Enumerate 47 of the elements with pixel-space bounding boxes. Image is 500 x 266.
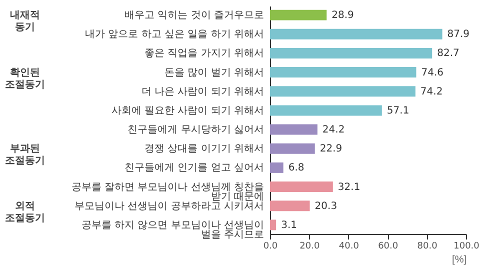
data-label: 74.2 — [420, 86, 443, 98]
data-label: 20.3 — [314, 200, 338, 212]
text: 부과된 조절동기 — [5, 144, 45, 167]
data-label: 32.1 — [338, 182, 360, 193]
data-label: 74.6 — [421, 67, 444, 78]
x-tick-label: 0.0 — [263, 242, 278, 252]
data-label: 24.2 — [322, 124, 345, 136]
bar — [270, 124, 318, 135]
y-tick-label: 공부를 잘하면 부모님이나 선생님께 칭찬을 받기 때문에 — [71, 182, 264, 202]
x-tick-label: 40.0 — [338, 242, 360, 252]
bar — [270, 182, 333, 192]
bar — [270, 67, 416, 78]
x-tick-label: 60.0 — [378, 242, 398, 252]
x-axis-title: [%] — [452, 254, 467, 266]
y-tick-label: 돈을 많이 벌기 위해서 — [164, 67, 264, 78]
data-label: 82.7 — [437, 48, 460, 60]
x-tick-label: 20.0 — [300, 242, 320, 252]
bar — [270, 162, 284, 173]
y-tick-label: 더 나은 사람이 되기 위해서 — [141, 86, 264, 98]
x-tick-label: 80.0 — [417, 242, 438, 252]
y-tick-label: 친구들에게 무시당하기 싫어서 — [128, 124, 264, 136]
bar — [270, 200, 310, 212]
y-tick-label: 배우고 익히는 것이 즐거우므로 — [124, 10, 264, 22]
bar — [270, 86, 416, 97]
y-tick-label: 사회에 필요한 사람이 되기 위해서 — [111, 105, 264, 116]
data-label: 6.8 — [288, 162, 304, 174]
bar — [270, 143, 315, 154]
data-label: 3.1 — [281, 220, 297, 231]
bar — [270, 220, 276, 230]
y-tick-label: 친구들에게 인기를 얻고 싶어서 — [124, 162, 264, 174]
text: 내재적 동기 — [10, 10, 40, 34]
data-label: 87.9 — [447, 29, 470, 40]
bar — [270, 10, 327, 20]
y-tick-label: 내가 앞으로 하고 싶은 일을 하기 위해서 — [84, 29, 264, 40]
x-tick-label: 100.0 — [454, 242, 480, 252]
text: 확인된 조절동기 — [5, 67, 45, 90]
data-label: 57.1 — [386, 105, 410, 116]
y-tick-label: 좋은 직업을 가지기 위해서 — [144, 48, 264, 60]
y-tick-label: 공부를 하지 않으면 부모님이나 선생님이 벌을 주시므로 — [81, 220, 264, 240]
bar — [270, 105, 382, 116]
data-label: 22.9 — [320, 144, 342, 155]
bar — [270, 48, 432, 58]
bar — [270, 28, 442, 40]
text: 외적 조절동기 — [5, 200, 45, 224]
y-tick-label: 부모님이나 선생님이 공부하라고 시키셔서 — [74, 200, 264, 212]
y-tick-label: 경쟁 상대를 이기기 위해서 — [144, 144, 264, 155]
data-label: 28.9 — [332, 10, 354, 22]
